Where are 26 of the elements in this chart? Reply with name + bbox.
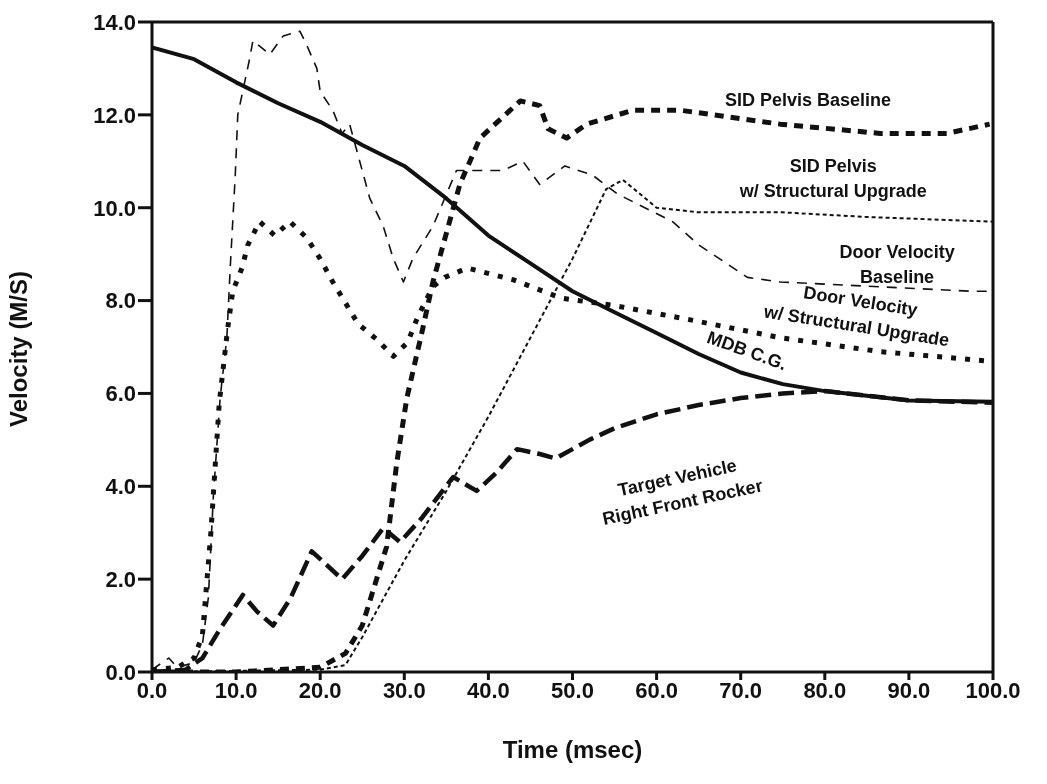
series-label: SID Pelvis Baseline [724,89,892,110]
y-tick-label: 0.0 [105,659,136,685]
x-tick-label: 0.0 [136,677,168,703]
y-tick-label: 10.0 [93,195,136,221]
text: MDB C.G. [704,326,790,375]
series-label: SID Pelvis w/ Structural Upgrade [738,156,927,202]
x-tick-label: 10.0 [214,677,258,703]
x-tick-label: 100.0 [965,677,1021,703]
x-tick-label: 50.0 [551,677,594,703]
y-tick-label: 4.0 [105,474,136,500]
x-axis-title: Time (msec) [502,736,643,763]
x-tick-label: 60.0 [635,677,679,703]
y-tick-label: 14.0 [93,9,136,35]
y-tick-label: 12.0 [93,102,136,128]
y-tick-label: 2.0 [105,566,136,592]
x-tick-label: 70.0 [719,677,763,703]
text: Target Vehicle Right Front Rocker [600,455,765,529]
y-tick-label: 8.0 [105,288,136,314]
x-tick-label: 80.0 [803,677,847,703]
x-tick-label: 20.0 [298,677,342,703]
y-axis-title: Velocity (M/S) [4,270,32,427]
x-tick-label: 90.0 [887,677,931,703]
y-tick-label: 6.0 [105,381,136,407]
x-tick-label: 40.0 [466,677,510,703]
series-label: Door Velocity Baseline [839,242,955,287]
x-tick-label: 30.0 [382,677,426,703]
